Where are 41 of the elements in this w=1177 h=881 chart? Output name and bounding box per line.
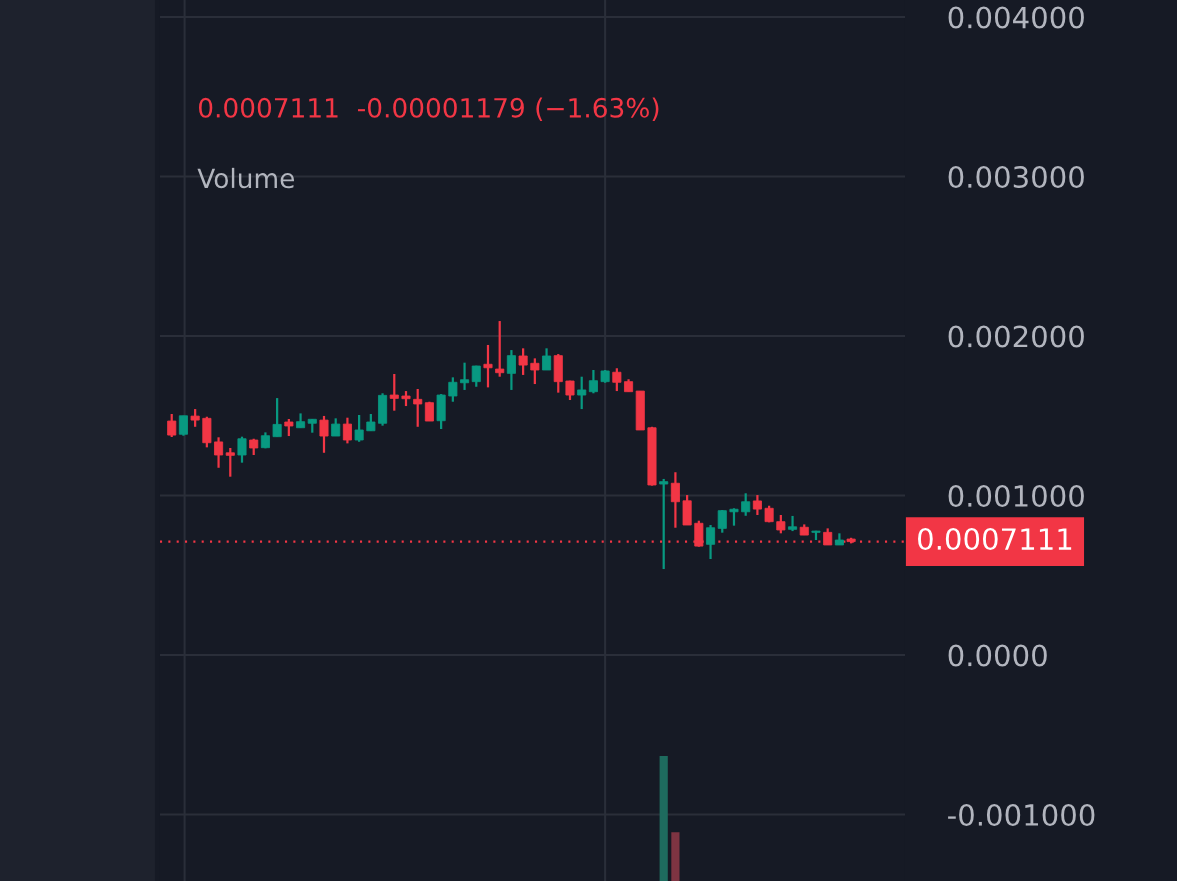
ref-line-label: 0.0007111 [918, 528, 1072, 551]
candlestick [741, 492, 751, 517]
candlestick [588, 368, 598, 395]
candlestick [448, 376, 458, 403]
candlestick [788, 514, 798, 533]
candlestick [413, 387, 423, 428]
annotation: Volume [197, 167, 294, 189]
candlestick [706, 523, 716, 561]
candlestick [506, 348, 516, 392]
candlestick [354, 413, 364, 443]
candlestick [389, 372, 399, 412]
candlestick [495, 319, 505, 378]
candlestick [342, 416, 352, 445]
candlestick [776, 513, 786, 535]
candlestick [483, 343, 493, 389]
candlestick [214, 436, 224, 469]
candlestick [178, 414, 188, 437]
candlestick [542, 347, 552, 372]
candlestick [565, 379, 575, 402]
candlestick [237, 435, 247, 464]
candlestick [167, 412, 177, 439]
y-tick-label: 0.001000 [948, 484, 1084, 508]
candlestick [225, 446, 235, 478]
y-tick-label: 0.004000 [948, 6, 1084, 29]
candlestick [471, 364, 481, 388]
candlestick [659, 477, 669, 571]
candlestick [717, 508, 727, 534]
y-tick-label: 0.0000 [948, 644, 1047, 667]
annotation: 0.0007111 -0.00001179 (−1.63%) [198, 97, 659, 121]
candlestick [530, 357, 540, 386]
candlestick [612, 367, 622, 393]
candlestick [460, 361, 470, 392]
candlestick [670, 471, 680, 529]
y-tick-label: 0.003000 [948, 165, 1084, 189]
candlestick [577, 375, 587, 411]
y-tick-label: 0.002000 [948, 325, 1084, 348]
candlestick [518, 347, 528, 377]
candlestick [319, 414, 329, 454]
candlestick [752, 493, 762, 517]
candlestick [272, 396, 282, 438]
y-tick-label: -0.001000 [948, 803, 1095, 826]
